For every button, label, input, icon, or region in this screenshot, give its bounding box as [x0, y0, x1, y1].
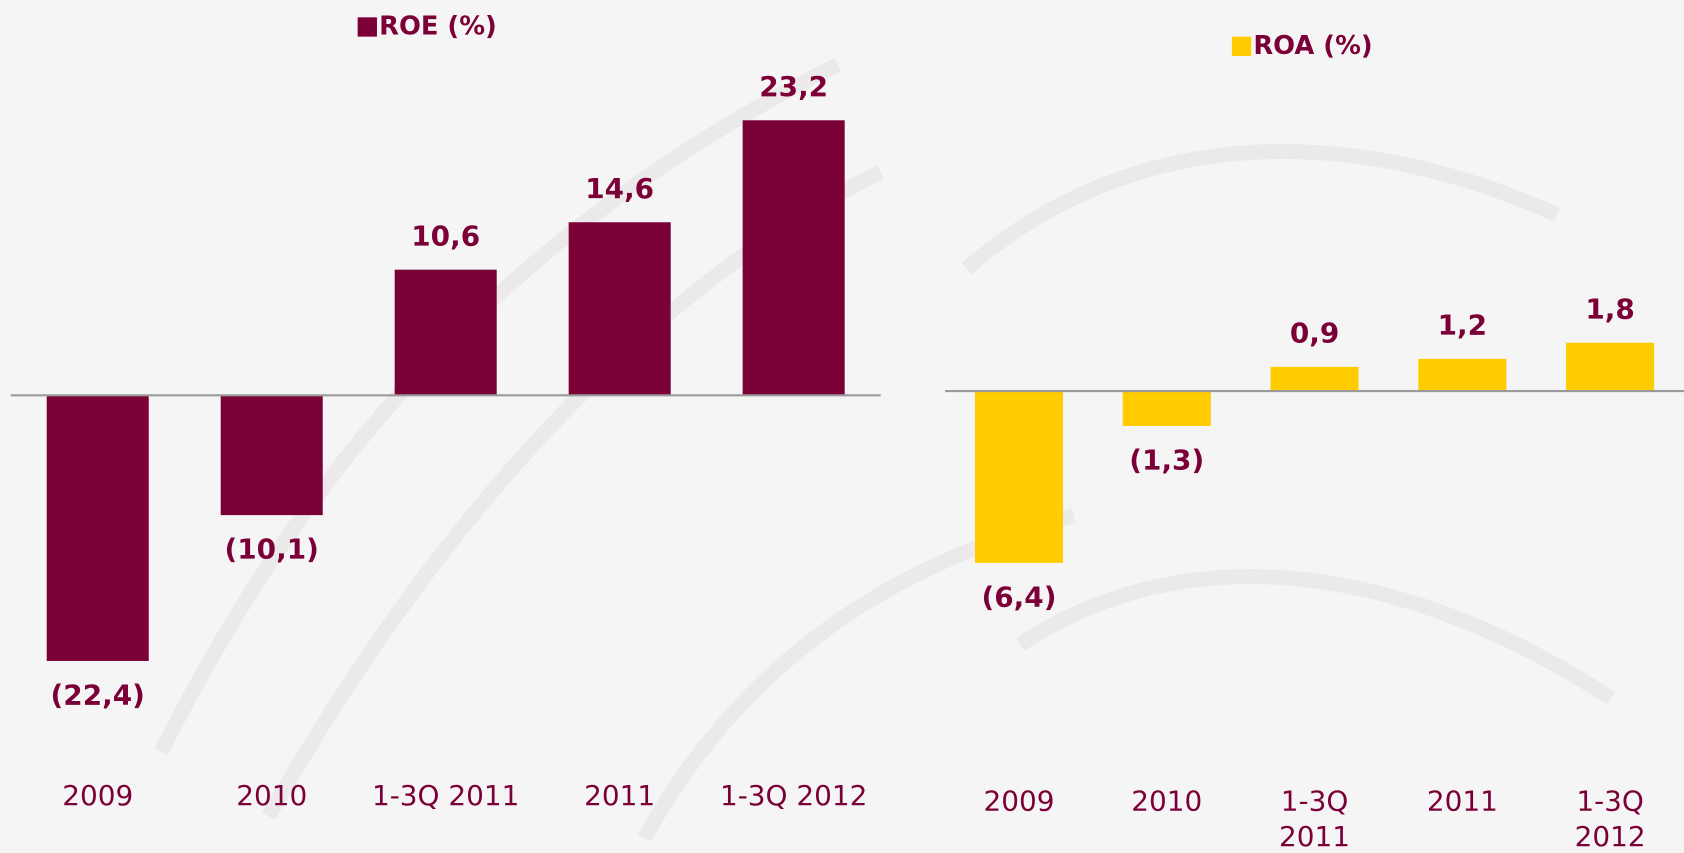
x-tick-label-line: 2012 [1575, 820, 1646, 853]
value-label: 0,9 [1290, 317, 1339, 350]
bar [1418, 359, 1506, 391]
x-tick-label: 2010 [1131, 784, 1202, 817]
bar [395, 270, 497, 396]
x-tick-label: 1-3Q 2011 [372, 779, 519, 812]
bar [221, 395, 323, 515]
bar [1566, 343, 1654, 391]
value-label: (10,1) [225, 533, 319, 566]
value-label: 1,2 [1438, 309, 1487, 342]
x-tick-label-line: 2011 [1279, 820, 1350, 853]
bar [975, 391, 1063, 563]
x-tick-label: 2009 [62, 779, 133, 812]
x-tick-label: 2011 [1427, 784, 1498, 817]
x-tick-label-line: 1-3Q [1281, 784, 1349, 817]
bar [569, 222, 671, 395]
value-label: (1,3) [1129, 443, 1204, 476]
page: ROE (%) (22,4) (10,1) 10,6 14,6 23,2 2009 2010 1… [0, 0, 1684, 853]
value-label: 1,8 [1585, 293, 1634, 326]
value-label: (22,4) [51, 678, 145, 711]
bar [1271, 367, 1359, 391]
legend-label: ROA (%) [1253, 31, 1372, 61]
x-tick-label: 2011 [584, 779, 655, 812]
value-label: 14,6 [585, 172, 654, 205]
bar [1123, 391, 1211, 426]
x-tick-label: 2010 [236, 779, 307, 812]
legend-label: ROE (%) [379, 11, 497, 41]
x-tick-label: 1-3Q 2012 [720, 779, 867, 812]
bar [743, 120, 845, 395]
legend-swatch [358, 17, 377, 36]
x-tick-label: 2009 [983, 784, 1054, 817]
chart: ROE (%) (22,4) (10,1) 10,6 14,6 23,2 2009 2010 1… [0, 0, 1684, 853]
legend-swatch [1232, 37, 1251, 56]
value-label: 23,2 [759, 70, 828, 103]
value-label: 10,6 [411, 219, 480, 252]
value-label: (6,4) [982, 580, 1057, 613]
x-tick-label-line: 1-3Q [1576, 784, 1644, 817]
bar [47, 395, 149, 661]
